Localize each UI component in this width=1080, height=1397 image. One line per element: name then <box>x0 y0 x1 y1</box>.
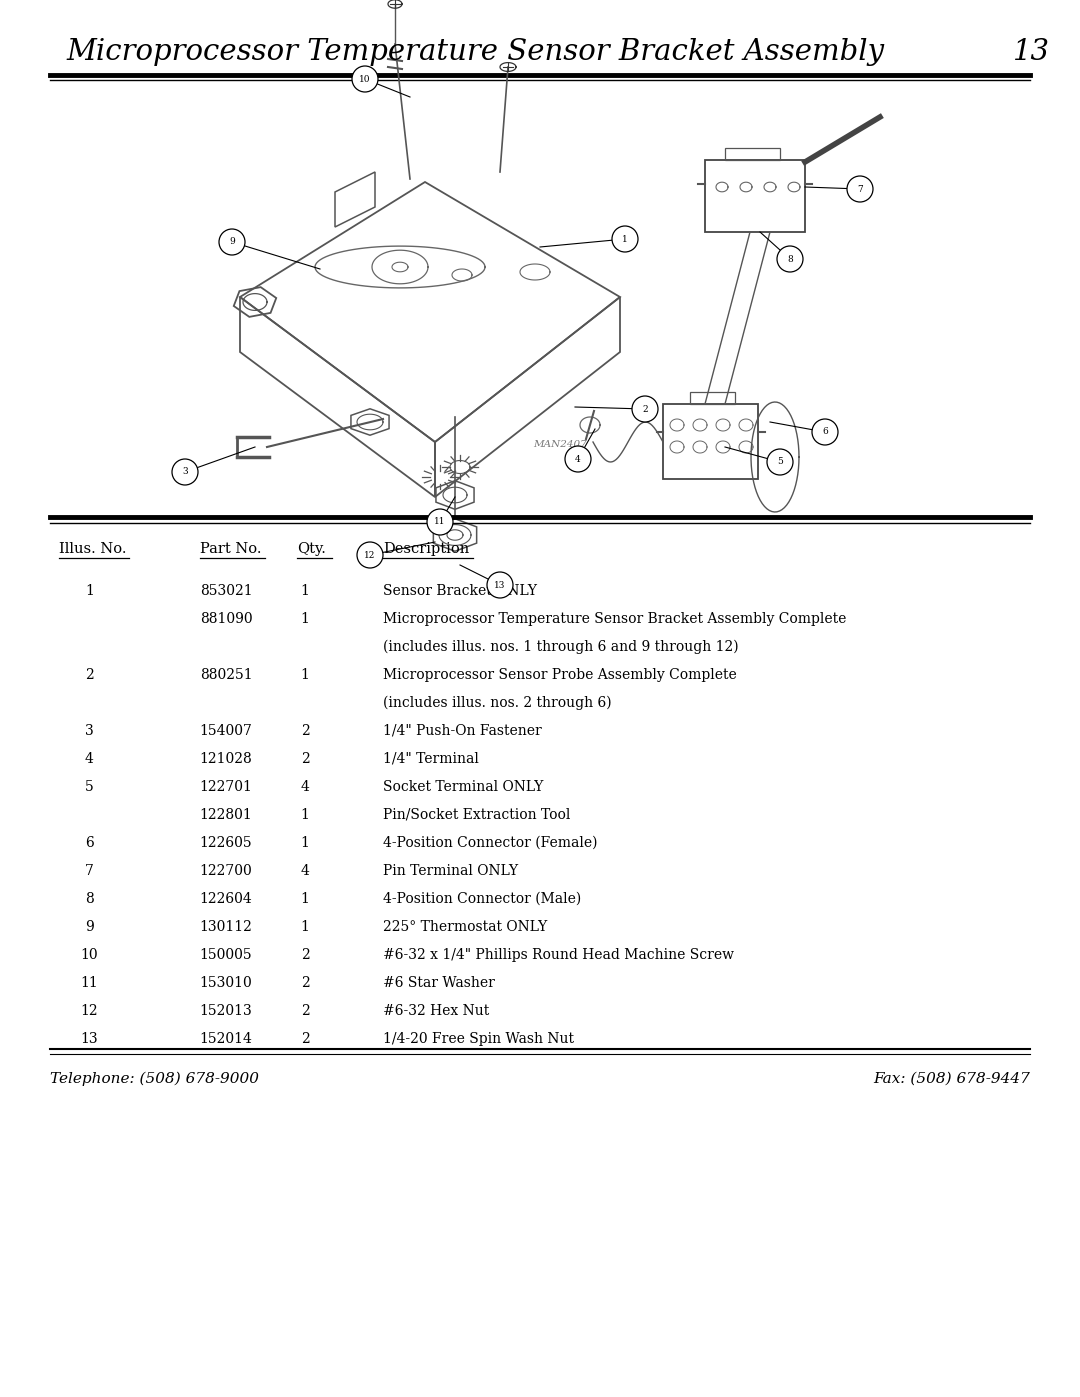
Text: 13: 13 <box>1013 38 1050 66</box>
Text: 225° Thermostat ONLY: 225° Thermostat ONLY <box>383 921 548 935</box>
Text: 4: 4 <box>85 752 94 766</box>
Text: Microprocessor Temperature Sensor Bracket Assembly: Microprocessor Temperature Sensor Bracke… <box>66 38 885 66</box>
Circle shape <box>427 509 453 535</box>
Text: #6-32 Hex Nut: #6-32 Hex Nut <box>383 1004 489 1018</box>
Text: Description: Description <box>383 542 470 556</box>
Text: 122801: 122801 <box>200 807 253 821</box>
Text: 6: 6 <box>822 427 828 436</box>
Text: Sensor Bracket ONLY: Sensor Bracket ONLY <box>383 584 538 598</box>
Text: 4: 4 <box>300 863 310 877</box>
Text: 2: 2 <box>300 752 309 766</box>
Text: 150005: 150005 <box>200 949 253 963</box>
Text: #6 Star Washer: #6 Star Washer <box>383 977 496 990</box>
Text: 9: 9 <box>85 921 94 935</box>
Text: 12: 12 <box>364 550 376 560</box>
Text: (includes illus. nos. 2 through 6): (includes illus. nos. 2 through 6) <box>383 696 612 710</box>
Text: 881090: 881090 <box>200 612 253 626</box>
Text: 1: 1 <box>300 612 310 626</box>
Text: 1/4" Terminal: 1/4" Terminal <box>383 752 480 766</box>
Text: Microprocessor Sensor Probe Assembly Complete: Microprocessor Sensor Probe Assembly Com… <box>383 668 738 682</box>
Text: 153010: 153010 <box>200 977 253 990</box>
Text: Qty.: Qty. <box>297 542 326 556</box>
Circle shape <box>565 446 591 472</box>
Circle shape <box>612 226 638 251</box>
Text: 1: 1 <box>300 921 310 935</box>
Text: Pin/Socket Extraction Tool: Pin/Socket Extraction Tool <box>383 807 570 821</box>
Text: 1: 1 <box>622 235 627 243</box>
Text: Part No.: Part No. <box>200 542 261 556</box>
Text: 1/4" Push-On Fastener: 1/4" Push-On Fastener <box>383 724 542 738</box>
Text: Pin Terminal ONLY: Pin Terminal ONLY <box>383 863 518 877</box>
Text: 152013: 152013 <box>200 1004 253 1018</box>
Text: 2: 2 <box>300 724 309 738</box>
Text: 6: 6 <box>85 835 94 849</box>
Text: 152014: 152014 <box>200 1032 253 1046</box>
Circle shape <box>172 460 198 485</box>
Circle shape <box>357 542 383 569</box>
Text: 3: 3 <box>85 724 94 738</box>
Circle shape <box>847 176 873 203</box>
Circle shape <box>632 395 658 422</box>
Text: 1: 1 <box>300 807 310 821</box>
Circle shape <box>352 66 378 92</box>
Text: Telephone: (508) 678-9000: Telephone: (508) 678-9000 <box>50 1071 259 1087</box>
Text: 4: 4 <box>300 780 310 793</box>
Text: 9: 9 <box>229 237 234 246</box>
Text: 2: 2 <box>300 1004 309 1018</box>
Text: Microprocessor Temperature Sensor Bracket Assembly Complete: Microprocessor Temperature Sensor Bracke… <box>383 612 847 626</box>
Text: 1/4-20 Free Spin Wash Nut: 1/4-20 Free Spin Wash Nut <box>383 1032 575 1046</box>
Text: 4-Position Connector (Male): 4-Position Connector (Male) <box>383 893 582 907</box>
Text: 122605: 122605 <box>200 835 253 849</box>
Text: 5: 5 <box>778 457 783 467</box>
Text: 1: 1 <box>300 668 310 682</box>
Text: 2: 2 <box>300 1032 309 1046</box>
Text: Socket Terminal ONLY: Socket Terminal ONLY <box>383 780 543 793</box>
Text: 130112: 130112 <box>200 921 253 935</box>
Circle shape <box>219 229 245 256</box>
Text: 1: 1 <box>300 893 310 907</box>
Text: 4-Position Connector (Female): 4-Position Connector (Female) <box>383 835 598 849</box>
Text: 1: 1 <box>300 835 310 849</box>
Text: 2: 2 <box>643 405 648 414</box>
Text: 11: 11 <box>81 977 98 990</box>
Text: #6-32 x 1/4" Phillips Round Head Machine Screw: #6-32 x 1/4" Phillips Round Head Machine… <box>383 949 734 963</box>
Text: 13: 13 <box>81 1032 98 1046</box>
Text: 122604: 122604 <box>200 893 253 907</box>
Text: MAN2407: MAN2407 <box>534 440 586 448</box>
Circle shape <box>487 571 513 598</box>
Text: 10: 10 <box>81 949 98 963</box>
Circle shape <box>812 419 838 446</box>
Text: 5: 5 <box>85 780 94 793</box>
Circle shape <box>777 246 804 272</box>
Text: Illus. No.: Illus. No. <box>59 542 127 556</box>
Text: 2: 2 <box>300 977 309 990</box>
Text: 880251: 880251 <box>200 668 253 682</box>
Text: 11: 11 <box>434 517 446 527</box>
Text: 12: 12 <box>81 1004 98 1018</box>
Text: 1: 1 <box>85 584 94 598</box>
Text: 3: 3 <box>183 468 188 476</box>
Circle shape <box>767 448 793 475</box>
Text: 13: 13 <box>495 581 505 590</box>
Text: 4: 4 <box>576 454 581 464</box>
Text: 121028: 121028 <box>200 752 253 766</box>
Text: 2: 2 <box>85 668 94 682</box>
Text: 853021: 853021 <box>200 584 253 598</box>
Text: 8: 8 <box>85 893 94 907</box>
Text: 122700: 122700 <box>200 863 253 877</box>
Text: 8: 8 <box>787 254 793 264</box>
Text: 154007: 154007 <box>200 724 253 738</box>
Text: 7: 7 <box>858 184 863 194</box>
Text: 10: 10 <box>360 74 370 84</box>
Text: 1: 1 <box>300 584 310 598</box>
Text: (includes illus. nos. 1 through 6 and 9 through 12): (includes illus. nos. 1 through 6 and 9 … <box>383 640 739 654</box>
Text: 2: 2 <box>300 949 309 963</box>
Text: 122701: 122701 <box>200 780 253 793</box>
Text: Fax: (508) 678-9447: Fax: (508) 678-9447 <box>873 1071 1030 1085</box>
Text: 7: 7 <box>85 863 94 877</box>
